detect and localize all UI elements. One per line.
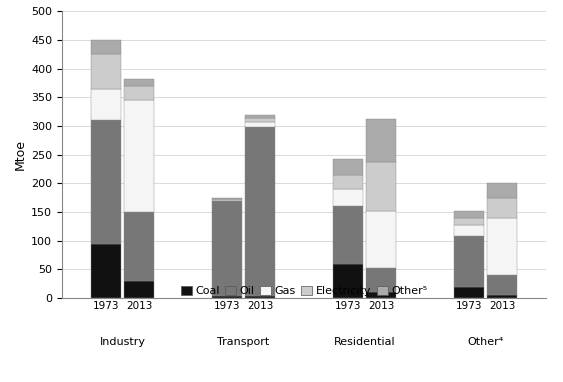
Text: Other⁴: Other⁴ bbox=[467, 337, 504, 347]
Y-axis label: Mtoe: Mtoe bbox=[14, 139, 27, 170]
Text: Residential: Residential bbox=[334, 337, 395, 347]
Bar bbox=[124, 212, 154, 281]
Bar bbox=[124, 100, 154, 212]
Bar bbox=[91, 40, 120, 54]
Bar bbox=[212, 201, 242, 296]
Bar bbox=[333, 189, 363, 206]
Bar bbox=[333, 159, 363, 175]
Bar bbox=[245, 118, 275, 122]
Bar bbox=[124, 86, 154, 100]
Bar bbox=[212, 198, 242, 199]
Bar bbox=[91, 54, 120, 89]
Bar bbox=[212, 199, 242, 200]
Bar bbox=[91, 120, 120, 244]
Bar bbox=[367, 119, 396, 162]
Bar bbox=[91, 89, 120, 120]
Bar bbox=[212, 200, 242, 201]
Bar bbox=[488, 295, 517, 298]
Bar bbox=[367, 162, 396, 211]
Bar bbox=[488, 183, 517, 198]
Bar bbox=[367, 292, 396, 298]
Bar bbox=[124, 281, 154, 298]
Bar bbox=[245, 122, 275, 126]
Bar bbox=[454, 225, 484, 236]
Bar bbox=[367, 268, 396, 292]
Bar bbox=[488, 198, 517, 218]
Bar bbox=[124, 79, 154, 86]
Bar bbox=[333, 206, 363, 264]
Bar bbox=[454, 218, 484, 225]
Bar bbox=[91, 244, 120, 298]
Bar bbox=[488, 218, 517, 275]
Bar bbox=[245, 126, 275, 296]
Legend: Coal, Oil, Gas, Electricity, Other⁵: Coal, Oil, Gas, Electricity, Other⁵ bbox=[176, 282, 432, 301]
Bar bbox=[488, 275, 517, 295]
Bar bbox=[333, 175, 363, 189]
Bar bbox=[454, 236, 484, 286]
Text: Industry: Industry bbox=[100, 337, 145, 347]
Bar bbox=[333, 264, 363, 298]
Bar bbox=[367, 211, 396, 268]
Bar bbox=[212, 296, 242, 298]
Bar bbox=[454, 286, 484, 298]
Bar bbox=[245, 115, 275, 118]
Text: Transport: Transport bbox=[217, 337, 270, 347]
Bar bbox=[454, 211, 484, 218]
Bar bbox=[245, 296, 275, 298]
